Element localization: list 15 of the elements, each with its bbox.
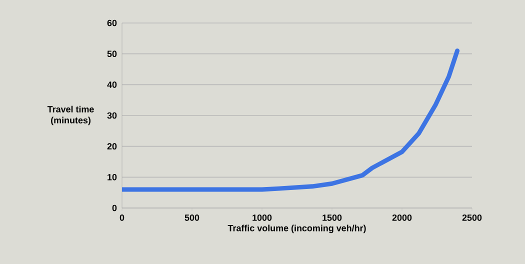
x-axis-title: Traffic volume (incoming veh/hr): [228, 224, 366, 234]
y-tick-label: 40: [107, 81, 117, 88]
x-tick-label: 500: [184, 214, 200, 221]
y-axis-title: Travel time (minutes): [47, 106, 94, 126]
y-tick-label: 0: [112, 204, 117, 212]
y-tick-label: 10: [108, 174, 117, 180]
y-tick-label: 50: [107, 50, 117, 58]
y-tick-label: 60: [107, 20, 117, 26]
x-tick-label: 2500: [462, 214, 482, 221]
x-tick-label: 1000: [252, 214, 272, 221]
y-tick-label: 30: [107, 112, 117, 119]
x-tick-label: 2000: [392, 214, 412, 221]
x-tick-label: 1500: [322, 214, 342, 221]
y-tick-label: 20: [107, 143, 117, 150]
x-tick-label: 0: [120, 214, 124, 221]
